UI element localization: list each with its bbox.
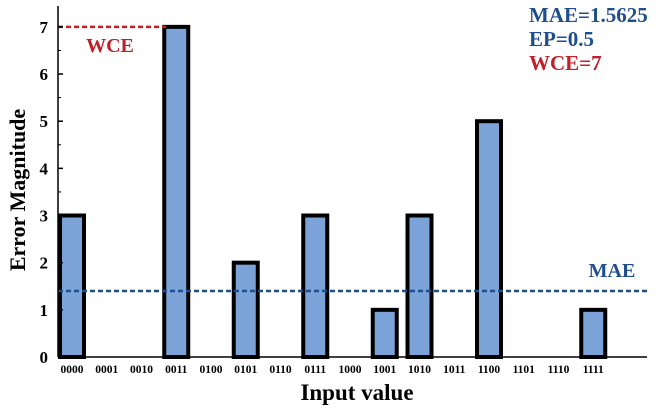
- bars-group: [58, 24, 608, 360]
- x-tick-label: 1010: [408, 364, 431, 376]
- y-tick-label: 6: [40, 65, 49, 84]
- x-tick-label: 1011: [443, 364, 466, 376]
- x-tick-label: 1111: [583, 364, 604, 376]
- x-tick-label: 0101: [234, 364, 257, 376]
- x-tick-label: 0010: [130, 364, 153, 376]
- mae-line-label: MAE: [589, 260, 636, 282]
- x-tick-label: 1101: [513, 364, 536, 376]
- x-tick-label: 0110: [269, 364, 292, 376]
- y-axis-title: Error Magnitude: [5, 109, 30, 272]
- bar-0000: [58, 213, 86, 359]
- stat-line-1: EP=0.5: [529, 27, 594, 51]
- x-tick-label: 1100: [478, 364, 501, 376]
- y-tick-label: 1: [40, 301, 49, 320]
- y-tick-label: 0: [40, 348, 49, 367]
- x-tick-label: 0001: [95, 364, 118, 376]
- bar-1010: [405, 213, 434, 359]
- x-tick-label: 0111: [304, 364, 326, 376]
- axes-group: [57, 6, 647, 358]
- x-tick-label: 0000: [61, 364, 84, 376]
- x-tick-label: 1110: [548, 364, 570, 376]
- stat-line-0: MAE=1.5625: [529, 3, 648, 27]
- x-tick-label: 0100: [200, 364, 223, 376]
- wce-line-label: WCE: [86, 35, 134, 57]
- ticks-group: 0 1 2 3 4 5 6 7 0000 0001 0010 0011 0100 0101 0110 0111…: [40, 18, 605, 376]
- y-tick-label: 3: [40, 207, 49, 226]
- bar-1100: [475, 119, 503, 359]
- x-tick-label: 1000: [339, 364, 362, 376]
- bar-1111: [579, 307, 608, 359]
- bar-1001: [370, 307, 399, 359]
- bar-0011: [162, 24, 191, 359]
- reference-lines-group: MAE WCE: [58, 25, 647, 293]
- y-tick-label: 4: [40, 159, 49, 178]
- y-tick-label: 5: [40, 112, 49, 131]
- y-tick-label: 7: [40, 18, 49, 37]
- x-tick-label: 0011: [165, 364, 188, 376]
- bar-0111: [301, 213, 330, 359]
- stat-line-2: WCE=7: [529, 51, 602, 75]
- x-tick-label: 1001: [373, 364, 396, 376]
- y-tick-label: 2: [40, 254, 49, 273]
- bar-0101: [231, 260, 260, 360]
- x-axis-title: Input value: [300, 380, 413, 405]
